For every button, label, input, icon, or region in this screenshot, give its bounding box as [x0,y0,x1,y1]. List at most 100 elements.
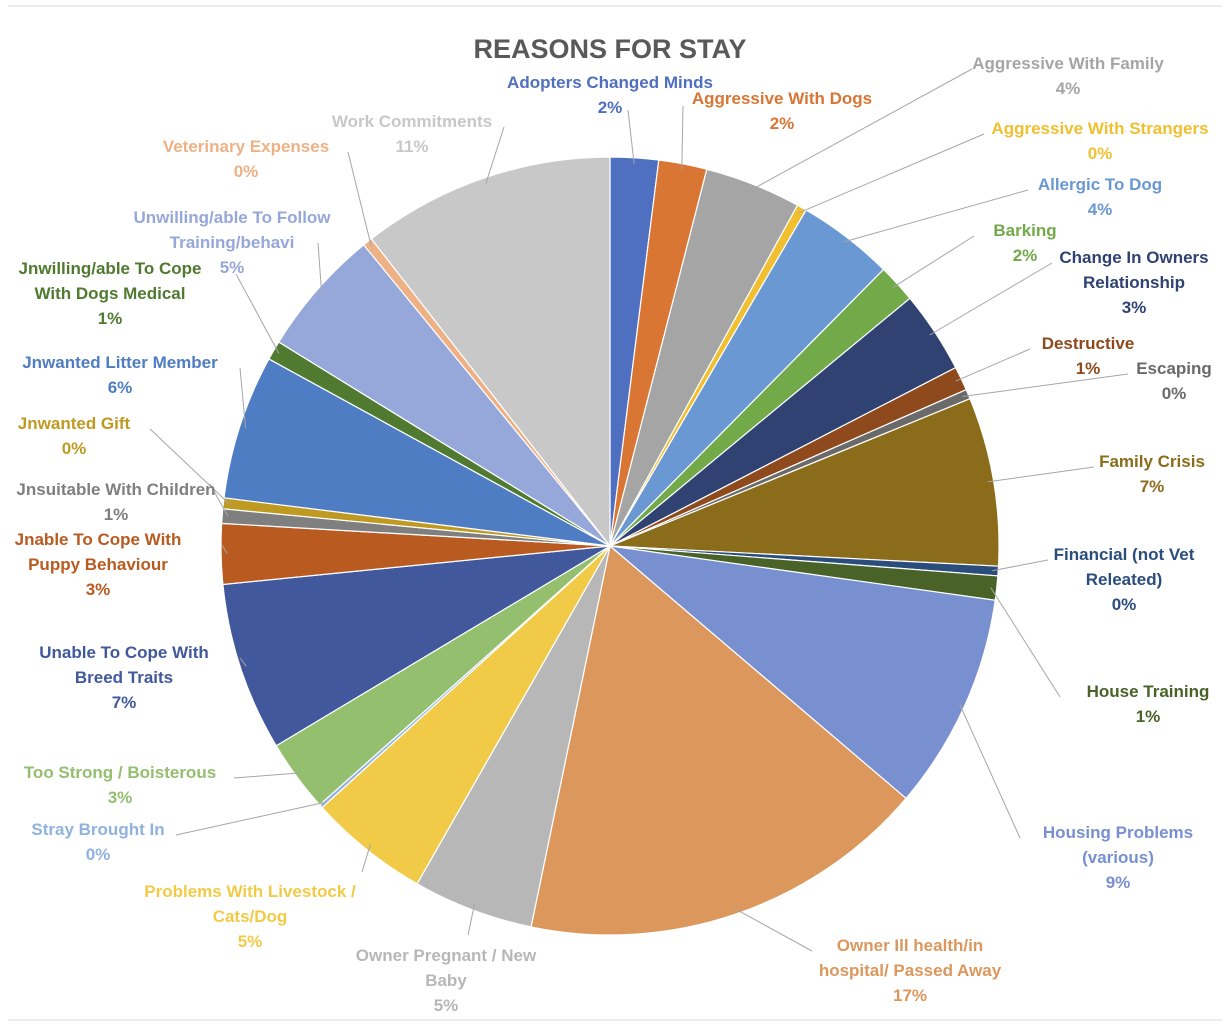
slice-label: Jnwanted Litter Member 6% [22,353,218,397]
pie-slice [370,156,611,548]
leader-line [209,483,229,517]
slice-category-label: Aggressive With Family [972,54,1164,73]
slice-category-label: Cats/Dog [213,907,288,926]
leader-lines [149,68,1129,952]
slice-category-label: Allergic To Dog [1038,175,1162,194]
slice-value-label: 7% [112,693,137,712]
slice-category-label: Training/behavi [170,233,295,252]
leader-line [175,801,326,836]
slice-category-label: Barking [993,221,1056,240]
slice-value-label: 0% [1088,144,1113,163]
slice-label: Aggressive With Strangers 0% [991,119,1208,163]
slice-label: Aggressive With Dogs 2% [692,89,872,133]
leader-line [733,907,813,952]
leader-line [842,189,1029,243]
leader-line [467,904,475,936]
slice-label: Aggressive With Family 4% [972,54,1164,98]
slice-label: Owner Pregnant / New Baby 5% [356,946,537,1015]
slice-category-label: Breed Traits [75,668,173,687]
slice-category-label: Family Crisis [1099,452,1205,471]
slice-category-label: Aggressive With Dogs [692,89,872,108]
slice-label: Adopters Changed Minds 2% [507,73,713,117]
slice-value-label: 0% [86,845,111,864]
slice-category-label: Aggressive With Strangers [991,119,1208,138]
slice-value-label: 3% [108,788,133,807]
slice-category-label: Stray Brought In [31,820,164,839]
leader-line [958,702,1021,839]
slice-label: Work Commitments 11% [332,112,492,156]
slice-category-label: Relationship [1083,273,1185,292]
slice-value-label: 17% [893,986,927,1005]
slice-category-label: Jnwanted Gift [18,414,131,433]
slice-label: Family Crisis 7% [1099,452,1205,496]
slice-category-label: Destructive [1042,334,1135,353]
leader-line [361,844,371,873]
slice-label: House Training 1% [1087,682,1210,726]
slice-label: Veterinary Expenses 0% [163,137,329,181]
pie-slice [530,544,907,936]
pie-slice [222,545,611,747]
slice-label: Stray Brought In 0% [31,820,164,864]
slice-label: Allergic To Dog 4% [1038,175,1162,219]
slice-value-label: 1% [98,309,123,328]
slice-value-label: 11% [395,137,428,156]
leader-line [235,273,280,354]
leader-line [681,105,684,170]
slice-category-label: House Training [1087,682,1210,701]
slice-value-label: 0% [1112,595,1137,614]
leader-line [962,373,1129,397]
slice-category-label: Too Strong / Boisterous [24,763,216,782]
leader-line [987,466,1095,483]
leader-line [149,428,230,505]
slice-category-label: Financial (not Vet [1054,545,1195,564]
slice-value-label: 0% [234,162,259,181]
slice-label: Jnable To Cope With Puppy Behaviour 3% [15,530,182,599]
slice-label: Jnwanted Gift 0% [18,414,131,458]
slice-value-label: 7% [1140,477,1165,496]
slice-value-label: 2% [598,98,623,117]
slice-value-label: 5% [238,932,263,951]
slice-value-label: 1% [1136,707,1161,726]
slice-value-label: 6% [108,378,133,397]
slice-category-label: Escaping [1136,359,1212,378]
slice-label: Jnsuitable With Children 1% [16,480,215,524]
slice-label: Problems With Livestock / Cats/Dog 5% [144,882,356,951]
slice-value-label: 3% [86,580,111,599]
slice-category-label: Unable To Cope With [39,643,209,662]
slice-category-label: Problems With Livestock / [144,882,356,901]
slice-value-label: 0% [1162,384,1187,403]
slice-category-label: Owner Ill health/in [837,936,983,955]
slice-value-label: 1% [1076,359,1101,378]
leader-line [347,151,372,247]
slice-category-label: Jnwilling/able To Cope [19,259,202,278]
slice-category-label: Puppy Behaviour [28,555,168,574]
slice-category-label: Jnwanted Litter Member [22,353,218,372]
slice-label: Housing Problems (various) 9% [1043,823,1193,892]
slice-label: Owner Ill health/in hospital/ Passed Away… [819,936,1002,1005]
leader-line [239,367,247,429]
slice-label: Change In Owners Relationship 3% [1059,248,1208,317]
leader-line [485,126,505,184]
slice-value-label: 1% [104,505,129,524]
slice-category-label: Jnsuitable With Children [16,480,215,499]
chart-title: REASONS FOR STAY [473,34,746,64]
slice-category-label: Jnable To Cope With [15,530,182,549]
slice-category-label: Adopters Changed Minds [507,73,713,92]
slice-label: Jnwilling/able To Cope With Dogs Medical 1… [19,259,202,328]
slice-category-label: Veterinary Expenses [163,137,329,156]
slice-category-label: Change In Owners [1059,248,1208,267]
slice-category-label: Unwilling/able To Follow [133,208,331,227]
slice-label: Barking 2% [993,221,1056,265]
slice-value-label: 5% [220,258,245,277]
slice-value-label: 3% [1122,298,1147,317]
leader-line [317,242,323,294]
slice-value-label: 5% [434,996,459,1015]
slice-value-label: 9% [1106,873,1131,892]
pie-slices [220,156,1000,936]
slice-category-label: Work Commitments [332,112,492,131]
slice-category-label: Housing Problems [1043,823,1193,842]
slice-value-label: 0% [62,439,87,458]
leader-line [627,109,635,164]
